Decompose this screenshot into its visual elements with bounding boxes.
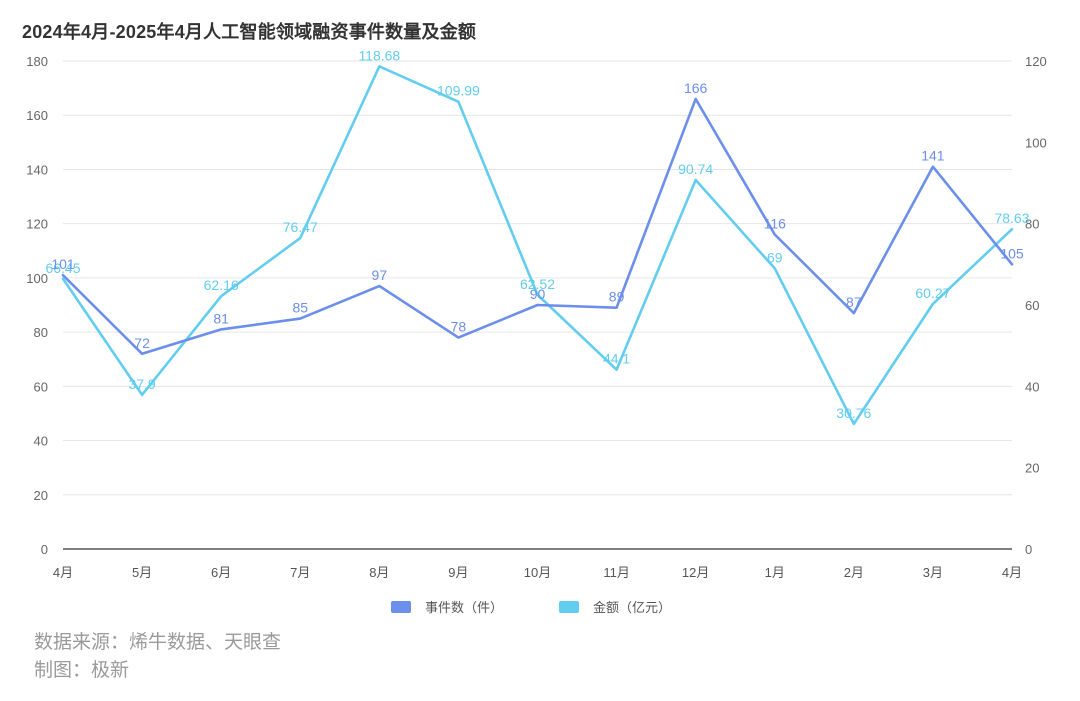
data-label-events: 78 (451, 319, 467, 335)
x-tick-label: 6月 (211, 565, 231, 580)
data-label-amount: 76.47 (283, 219, 318, 235)
data-label-events: 72 (134, 335, 150, 351)
data-label-events: 105 (1000, 245, 1024, 261)
data-label-events: 166 (684, 80, 708, 96)
data-label-amount: 66.45 (45, 260, 80, 276)
source-note: 数据来源：烯牛数据、天眼查 (34, 632, 282, 653)
data-label-events: 85 (292, 300, 308, 316)
y-right-tick-label: 40 (1025, 379, 1039, 394)
legend-item-events[interactable]: 事件数（件） (391, 597, 503, 616)
y-left-tick-label: 60 (34, 379, 48, 394)
x-tick-label: 10月 (524, 565, 551, 580)
x-tick-label: 11月 (603, 565, 630, 580)
y-left-tick-label: 0 (41, 542, 48, 557)
legend: 事件数（件） 金额（亿元） (0, 597, 1080, 619)
data-label-amount: 118.68 (358, 47, 400, 63)
data-label-events: 87 (846, 294, 862, 310)
x-tick-label: 1月 (765, 565, 785, 580)
y-left-tick-label: 140 (26, 162, 48, 177)
data-label-amount: 44.1 (603, 351, 630, 367)
y-left-tick-label: 100 (26, 271, 48, 286)
y-right-tick-label: 120 (1025, 54, 1047, 69)
x-tick-label: 3月 (923, 565, 943, 580)
x-tick-label: 12月 (682, 565, 709, 580)
data-label-amount: 60.27 (915, 285, 950, 301)
data-label-amount: 78.63 (994, 210, 1029, 226)
chart-title: 2024年4月-2025年4月人工智能领域融资事件数量及金额 (22, 22, 477, 42)
data-label-amount: 109.99 (437, 83, 480, 99)
data-label-events: 101 (51, 256, 75, 272)
y-right-tick-label: 100 (1025, 135, 1047, 150)
data-label-events: 89 (609, 289, 625, 305)
x-tick-label: 2月 (844, 565, 864, 580)
x-tick-label: 9月 (448, 565, 468, 580)
legend-label-events: 事件数（件） (425, 600, 504, 615)
legend-item-amount[interactable]: 金额（亿元） (559, 597, 671, 616)
y-right-tick-label: 20 (1025, 461, 1039, 476)
chart-area: 0 20 40 60 80 100 120 140 160 180 0 20 40 60 80 100 120 4… (26, 47, 1047, 580)
data-label-amount: 62.16 (204, 277, 239, 293)
legend-label-amount: 金额（亿元） (593, 600, 672, 615)
data-label-events: 97 (372, 267, 388, 283)
data-label-events: 90 (530, 286, 546, 302)
data-label-events: 116 (764, 216, 787, 232)
x-tick-label: 8月 (369, 565, 389, 580)
x-tick-label: 5月 (132, 565, 152, 580)
data-label-amount: 69 (767, 249, 783, 265)
y-right-tick-label: 80 (1025, 217, 1039, 232)
data-label-amount: 90.74 (678, 161, 713, 177)
series-line-events (61, 97, 1014, 356)
x-tick-label: 7月 (290, 565, 310, 580)
data-label-events: 141 (921, 148, 945, 164)
series-line-amount (61, 65, 1014, 426)
y-left-tick-label: 120 (26, 217, 48, 232)
y-right-tick-label: 60 (1025, 298, 1039, 313)
data-label-events: 81 (213, 310, 229, 326)
y-left-tick-label: 40 (34, 434, 48, 449)
legend-swatch-amount (559, 600, 579, 613)
y-left-tick-label: 20 (34, 488, 48, 503)
x-tick-label: 4月 (1002, 565, 1022, 580)
credit-note: 制图：极新 (34, 660, 130, 681)
data-label-amount: 37.9 (128, 376, 155, 392)
legend-swatch-events (391, 600, 411, 613)
data-label-amount: 30.76 (836, 405, 871, 421)
y-left-tick-label: 80 (34, 325, 48, 340)
x-tick-label: 4月 (53, 565, 73, 580)
y-left-tick-label: 180 (26, 54, 48, 69)
data-label-amount: 62.52 (520, 276, 555, 292)
y-right-tick-label: 0 (1025, 542, 1032, 557)
y-left-tick-label: 160 (26, 108, 48, 123)
